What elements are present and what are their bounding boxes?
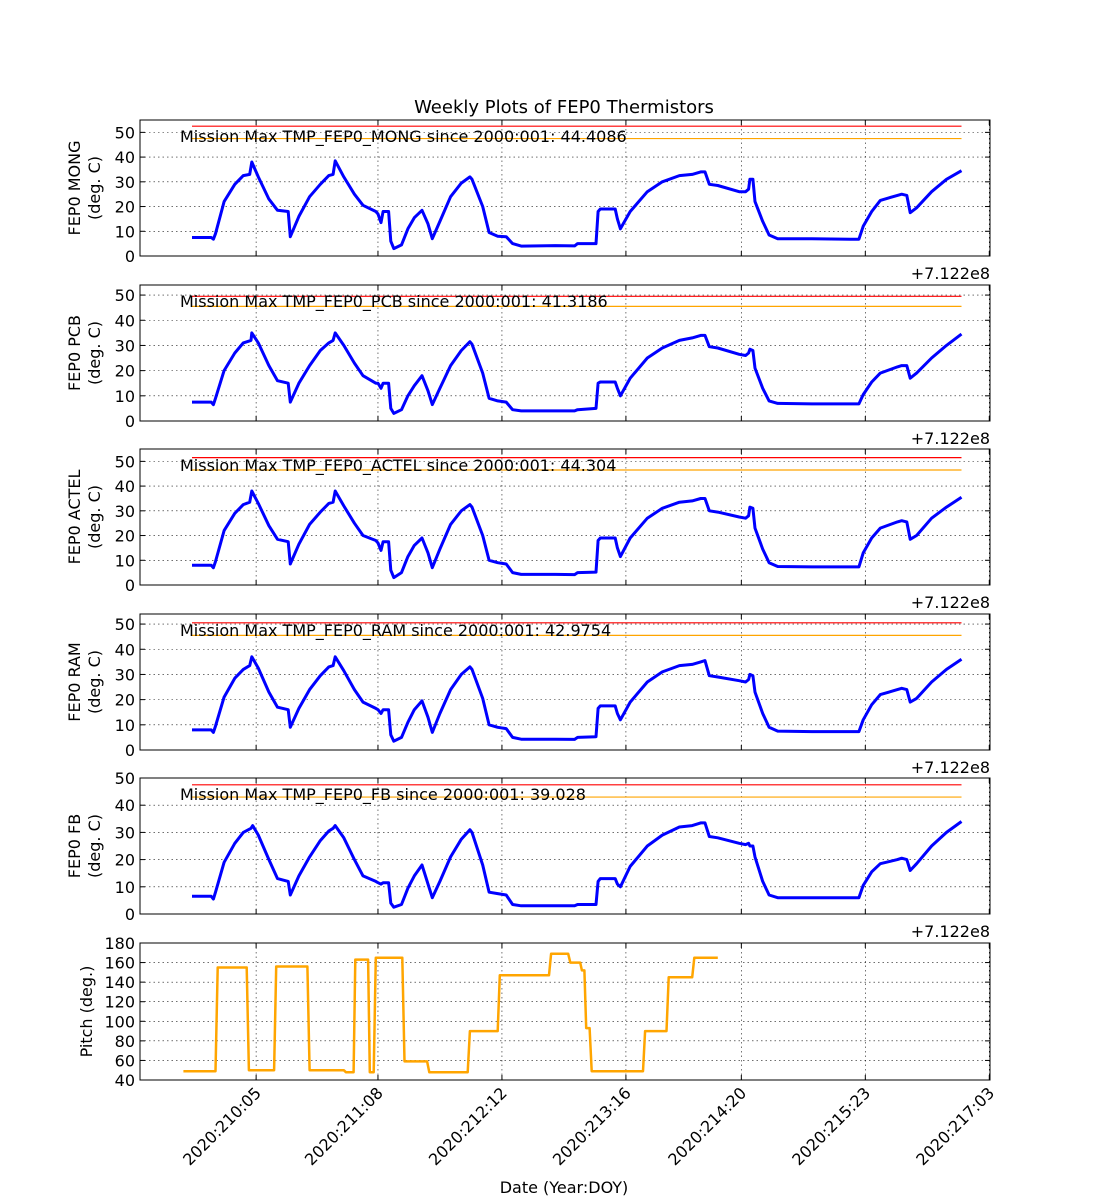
axes-frame [139, 119, 991, 257]
y-tick-label: 40 [115, 311, 135, 330]
y-tick-label: 0 [125, 741, 135, 760]
y-tick-label: 50 [115, 123, 135, 142]
mission-max-annotation: Mission Max TMP_FEP0_MONG since 2000:001… [180, 127, 627, 147]
y-axis-label: FEP0 MONG(deg. C) [65, 141, 104, 236]
y-tick-label: 40 [115, 148, 135, 167]
y-tick-label: 0 [125, 412, 135, 431]
y-axis-label: Pitch (deg.) [77, 966, 96, 1058]
chart-title: Weekly Plots of FEP0 Thermistors [414, 97, 714, 118]
axes-frame [139, 777, 991, 915]
y-tick-label: 50 [115, 769, 135, 788]
y-tick-label: 160 [104, 954, 135, 973]
y-tick-label: 30 [115, 665, 135, 684]
y-tick-label: 60 [115, 1051, 135, 1070]
axes-frame [139, 942, 991, 1081]
x-offset-label: +7.122e8 [911, 922, 990, 941]
mission-max-annotation: Mission Max TMP_FEP0_PCB since 2000:001:… [180, 292, 608, 312]
temperature-series-line [192, 655, 963, 743]
panel-4: 0 10 20 30 40 50 FEP0 RAM(deg. C) Mission Max T… [65, 613, 991, 777]
axes-frame [139, 613, 991, 751]
y-tick-label: 0 [125, 247, 135, 266]
temperature-series-line [192, 489, 963, 580]
y-tick-label: 10 [115, 387, 135, 406]
y-tick-label: 40 [115, 1071, 135, 1090]
mission-max-annotation: Mission Max TMP_FEP0_ACTEL since 2000:00… [180, 456, 616, 476]
mission-max-annotation: Mission Max TMP_FEP0_RAM since 2000:001:… [180, 621, 611, 641]
y-tick-label: 30 [115, 336, 135, 355]
x-axis-label: Date (Year:DOY) [500, 1178, 629, 1197]
x-tick-label: 2020:211:08 [301, 1083, 387, 1169]
x-tick-label: 2020:215:23 [788, 1083, 874, 1169]
y-tick-label: 40 [115, 477, 135, 496]
y-tick-label: 100 [104, 1012, 135, 1031]
y-axis-label: FEP0 ACTEL(deg. C) [65, 469, 104, 564]
axes-frame [139, 284, 991, 422]
x-offset-label: +7.122e8 [911, 758, 990, 777]
y-tick-label: 80 [115, 1032, 135, 1051]
y-tick-label: 0 [125, 576, 135, 595]
axes-frame [139, 448, 991, 586]
x-tick-label: 2020:210:05 [179, 1083, 265, 1169]
y-axis-label: FEP0 PCB(deg. C) [65, 315, 104, 391]
y-tick-label: 40 [115, 640, 135, 659]
y-tick-label: 50 [115, 615, 135, 634]
y-tick-label: 10 [115, 222, 135, 241]
panel-5: 0 10 20 30 40 50 FEP0 FB(deg. C) Mission Max TM… [65, 769, 991, 941]
temperature-series-line [192, 331, 963, 415]
y-tick-label: 30 [115, 502, 135, 521]
temperature-series-line [192, 820, 963, 909]
y-tick-label: 30 [115, 823, 135, 842]
x-tick-label: 2020:217:03 [912, 1083, 998, 1169]
y-tick-label: 10 [115, 551, 135, 570]
mission-max-annotation: Mission Max TMP_FEP0_FB since 2000:001: … [180, 785, 586, 805]
x-tick-label: 2020:214:20 [664, 1083, 750, 1169]
y-tick-label: 0 [125, 905, 135, 924]
panel-2: 0 10 20 30 40 50 FEP0 PCB(deg. C) Mission Max T… [65, 284, 991, 448]
x-offset-label: +7.122e8 [911, 264, 990, 283]
panel-1: 0 10 20 30 40 50 FEP0 MONG(deg. C) Mission Max … [65, 119, 991, 283]
x-tick-label: 2020:212:12 [425, 1083, 511, 1169]
y-tick-label: 20 [115, 198, 135, 217]
y-tick-label: 20 [115, 527, 135, 546]
y-tick-label: 10 [115, 878, 135, 897]
y-tick-label: 180 [104, 934, 135, 953]
panels-group: 0 10 20 30 40 50 FEP0 MONG(deg. C) Mission Max … [65, 119, 998, 1169]
temperature-series-line [192, 159, 963, 251]
y-tick-label: 50 [115, 452, 135, 471]
y-tick-label: 120 [104, 993, 135, 1012]
y-tick-label: 30 [115, 173, 135, 192]
panel-3: 0 10 20 30 40 50 FEP0 ACTEL(deg. C) Mission Max… [65, 448, 991, 612]
x-tick-label: 2020:213:16 [549, 1083, 635, 1169]
y-tick-label: 20 [115, 851, 135, 870]
y-tick-label: 50 [115, 286, 135, 305]
y-tick-label: 20 [115, 362, 135, 381]
y-tick-label: 140 [104, 973, 135, 992]
pitch-series-line [183, 952, 718, 1074]
x-offset-label: +7.122e8 [911, 593, 990, 612]
y-tick-label: 20 [115, 691, 135, 710]
y-axis-label: FEP0 FB(deg. C) [65, 814, 104, 878]
y-tick-label: 10 [115, 716, 135, 735]
x-offset-label: +7.122e8 [911, 429, 990, 448]
y-tick-label: 40 [115, 796, 135, 815]
y-axis-label: FEP0 RAM(deg. C) [65, 642, 104, 721]
